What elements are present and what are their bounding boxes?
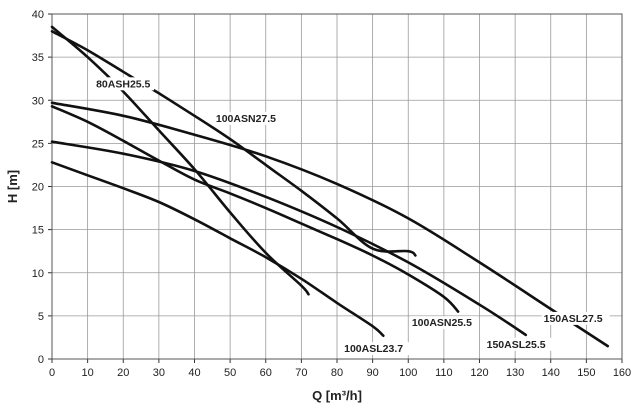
plot-frame xyxy=(51,13,623,360)
x-tick-label: 30 xyxy=(153,367,165,379)
y-tick-label: 5 xyxy=(38,311,44,323)
y-tick-label: 25 xyxy=(32,138,44,150)
y-tick-label: 30 xyxy=(32,95,44,107)
x-tick-label: 140 xyxy=(542,367,560,379)
y-axis-title: H [m] xyxy=(5,170,20,203)
x-tick-label: 150 xyxy=(577,367,595,379)
curve-label-bg xyxy=(409,316,478,330)
grid xyxy=(51,13,623,360)
curve-label-150ASL27.5: 150ASL27.5 xyxy=(544,313,603,325)
curve-label-bg xyxy=(484,337,553,351)
curve-labels: 80ASH25.5 100ASN27.5 100ASN25.5 150ASL27.5 1… xyxy=(92,77,610,356)
x-tick-label: 90 xyxy=(367,367,379,379)
x-tick-label: 40 xyxy=(188,367,200,379)
curve-label-bg xyxy=(213,111,282,125)
x-tick-label: 110 xyxy=(435,367,453,379)
x-tick-label: 120 xyxy=(470,367,488,379)
curve-100ASL23.7 xyxy=(50,161,385,337)
y-tick-label: 40 xyxy=(32,9,44,21)
curve-150ASL27.5 xyxy=(50,101,610,348)
curve-100ASN27.5 xyxy=(50,30,417,257)
x-tick-label: 20 xyxy=(117,367,129,379)
x-axis-title: Q [m³/h] xyxy=(312,388,362,403)
y-tick-label: 35 xyxy=(32,52,44,64)
y-tick-label: 10 xyxy=(32,268,44,280)
curve-80ASH25.5 xyxy=(50,25,310,296)
y-tick-label: 0 xyxy=(38,354,44,366)
curve-100ASN25.5 xyxy=(50,105,460,313)
x-axis-ticks: 0 10 20 30 40 50 60 70 80 90 100 110 120 130 140 150 160 xyxy=(49,359,631,379)
curve-label-bg xyxy=(541,311,610,325)
curve-150ASL25.5 xyxy=(50,140,528,337)
x-tick-label: 160 xyxy=(613,367,631,379)
x-tick-label: 0 xyxy=(49,367,55,379)
curve-label-100ASN25.5: 100ASN25.5 xyxy=(412,317,472,329)
x-tick-label: 80 xyxy=(331,367,343,379)
curve-label-150ASL25.5: 150ASL25.5 xyxy=(487,339,546,351)
curve-label-100ASN27.5: 100ASN27.5 xyxy=(216,113,276,125)
x-tick-label: 70 xyxy=(295,367,307,379)
x-tick-label: 10 xyxy=(82,367,94,379)
curve-label-100ASL23.7: 100ASL23.7 xyxy=(344,343,403,355)
x-tick-label: 60 xyxy=(260,367,272,379)
y-tick-label: 15 xyxy=(32,225,44,237)
x-tick-label: 130 xyxy=(506,367,524,379)
y-tick-label: 20 xyxy=(32,182,44,194)
curve-label-bg xyxy=(92,77,155,91)
curve-label-80ASH25.5: 80ASH25.5 xyxy=(96,78,150,90)
curves xyxy=(50,25,610,348)
x-tick-label: 50 xyxy=(224,367,236,379)
x-tick-label: 100 xyxy=(399,367,417,379)
y-axis-ticks: 0 5 10 15 20 25 30 35 40 xyxy=(32,9,52,366)
curve-label-bg xyxy=(342,342,411,356)
